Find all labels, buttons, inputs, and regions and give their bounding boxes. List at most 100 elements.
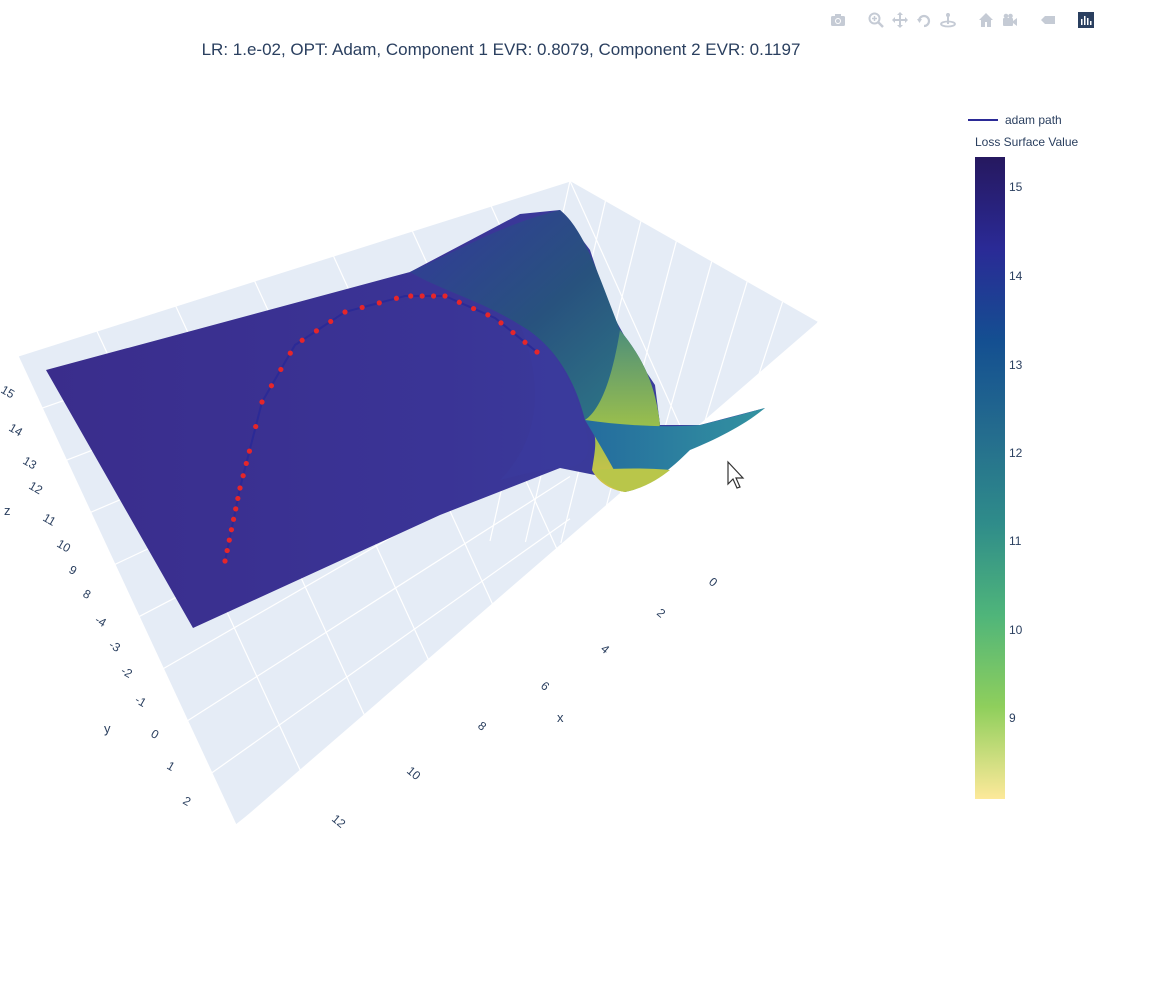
axis-tick-label: 14 xyxy=(7,420,26,439)
axis-tick-label: 12 xyxy=(27,478,46,497)
loss-surface xyxy=(46,210,765,628)
modebar-group-hover xyxy=(1036,10,1060,30)
adam-path-point xyxy=(510,329,516,336)
axis-tick-label: 11 xyxy=(41,510,59,529)
grid-line xyxy=(737,321,819,549)
adam-path-point xyxy=(534,349,540,355)
adam-path-point xyxy=(419,293,425,299)
axis-tick-label: 1 xyxy=(165,758,178,774)
zoom-icon[interactable] xyxy=(864,10,888,30)
adam-path-point xyxy=(224,547,230,554)
adam-path-point xyxy=(268,383,275,389)
axis-tick-label: 8 xyxy=(81,586,94,602)
x-axis-title: x xyxy=(557,710,564,725)
colorbar-tick-label: 14 xyxy=(1009,269,1023,283)
chart-title: LR: 1.e-02, OPT: Adam, Component 1 EVR: … xyxy=(201,40,801,59)
grid-line xyxy=(211,518,571,774)
adam-path-point xyxy=(287,350,293,356)
axis-tick-label: 9 xyxy=(67,562,80,578)
legend-label: adam path xyxy=(1005,113,1062,127)
grid-line xyxy=(631,261,713,546)
adam-path-point xyxy=(240,473,246,479)
video-camera-icon[interactable] xyxy=(998,10,1022,30)
adam-path-point xyxy=(299,337,305,343)
colorbar-tick-label: 9 xyxy=(1009,711,1016,725)
adam-path-point xyxy=(359,304,365,311)
z-axis-title: z xyxy=(4,503,11,518)
adam-path-point xyxy=(393,295,400,301)
axis-tick-label: 0 xyxy=(706,575,720,590)
grid-line xyxy=(17,180,571,357)
adam-path-point xyxy=(342,309,348,315)
adam-path-point xyxy=(237,485,243,491)
modebar-group-export xyxy=(826,10,850,30)
adam-path-point xyxy=(253,423,259,430)
modebar-group-drag xyxy=(864,10,960,30)
axis-tick-label: -2 xyxy=(119,663,136,681)
adam-path-point xyxy=(235,495,241,502)
spike-lines-icon[interactable] xyxy=(1036,10,1060,30)
y-axis-title: y xyxy=(104,721,111,736)
axis-tick-label: 2 xyxy=(654,606,668,621)
adam-path-point xyxy=(313,328,320,334)
adam-path-point xyxy=(230,516,237,522)
grid-line xyxy=(187,476,571,722)
adam-path-markers xyxy=(222,293,540,564)
axis-tick-label: 2 xyxy=(181,793,194,809)
adam-path[interactable] xyxy=(222,293,540,564)
axis-tick-label: 10 xyxy=(55,536,74,555)
axis-tick-label: -3 xyxy=(107,637,124,655)
modebar xyxy=(812,10,1098,30)
pan-icon[interactable] xyxy=(888,10,912,30)
adam-path-point xyxy=(485,312,491,318)
adam-path-point xyxy=(328,318,334,325)
colorbar-tick-label: 13 xyxy=(1009,358,1023,372)
colorbar-tick-label: 15 xyxy=(1009,180,1023,194)
surface-hill xyxy=(410,210,660,429)
surface-front-slope xyxy=(500,325,589,480)
axis-tick-label: 4 xyxy=(598,642,612,657)
adam-path-point xyxy=(259,399,265,405)
adam-path-point xyxy=(376,300,382,306)
colorbar-title: Loss Surface Value xyxy=(975,135,1079,149)
axis-tick-label: 12 xyxy=(329,812,348,832)
axis-tick-label: 10 xyxy=(404,764,423,784)
modebar-group-view xyxy=(974,10,1022,30)
axis-tick-label: 0 xyxy=(149,726,162,742)
adam-path-point xyxy=(522,339,528,345)
axis-tick-label: 13 xyxy=(21,453,40,472)
plotly-logo-icon[interactable] xyxy=(1074,10,1098,30)
axis-tick-label: 6 xyxy=(538,679,552,694)
grid-line xyxy=(17,355,237,826)
home-icon[interactable] xyxy=(974,10,998,30)
axis-tick-label: -4 xyxy=(93,612,110,630)
axis-tick-label: 8 xyxy=(475,719,489,734)
adam-path-point xyxy=(278,366,284,373)
colorbar-tick-label: 12 xyxy=(1009,446,1023,460)
colorbar-tick-label: 11 xyxy=(1009,534,1022,548)
colorbar xyxy=(975,157,1005,799)
legend-line-swatch xyxy=(968,119,998,121)
adam-path-point xyxy=(243,460,249,467)
surface-lower-basin xyxy=(592,468,670,492)
adam-path-point xyxy=(226,537,232,543)
adam-path-point xyxy=(408,293,414,299)
axis-tick-label: 15 xyxy=(0,382,17,401)
mouse-cursor-icon xyxy=(727,460,745,489)
adam-path-point xyxy=(470,305,477,312)
adam-path-point xyxy=(498,320,504,326)
adam-path-point xyxy=(456,299,462,305)
orbit-rotation-icon[interactable] xyxy=(912,10,936,30)
grid-line xyxy=(235,560,571,826)
adam-path-point xyxy=(246,448,253,454)
adam-path-point xyxy=(228,527,235,533)
camera-icon[interactable] xyxy=(826,10,850,30)
turntable-rotation-icon[interactable] xyxy=(936,10,960,30)
legend-item-adam-path[interactable]: adam path xyxy=(968,113,1062,127)
grid-line xyxy=(569,180,736,549)
modebar-group-logo xyxy=(1074,10,1098,30)
colorbar-tick-label: 10 xyxy=(1009,623,1023,637)
adam-path-point xyxy=(430,293,437,299)
adam-path-point xyxy=(233,506,239,512)
